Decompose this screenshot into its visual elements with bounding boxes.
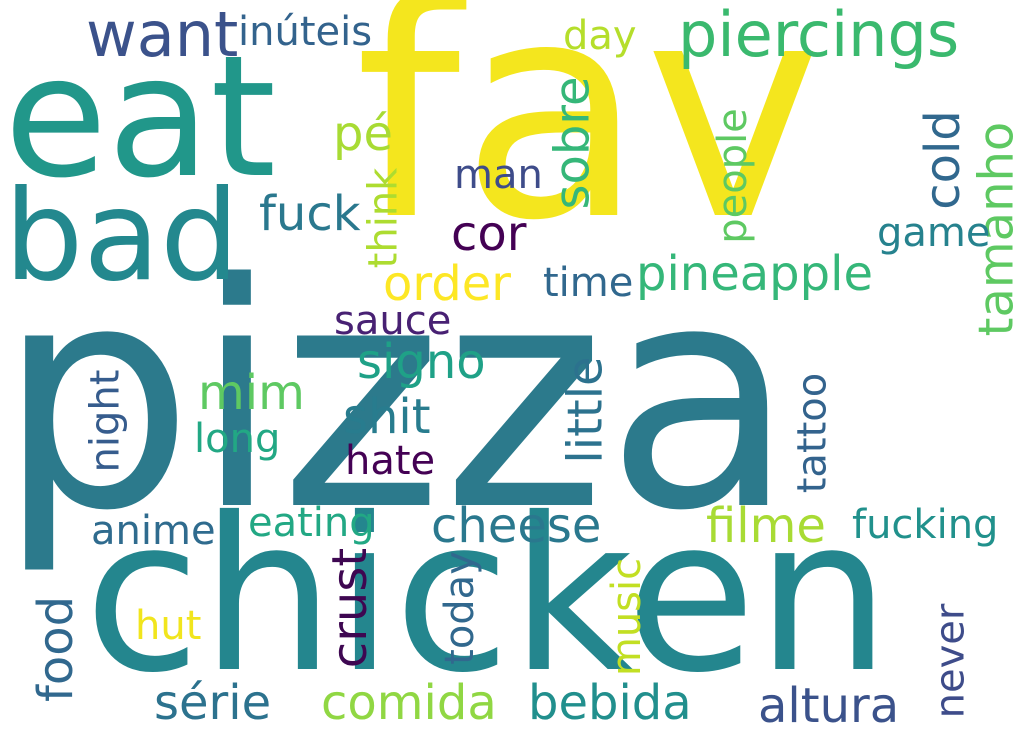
word-cold: cold <box>914 110 971 210</box>
word-inuteis: inúteis <box>238 9 373 55</box>
word-comida: comida <box>321 675 497 731</box>
word-shit: shit <box>343 389 431 445</box>
word-man: man <box>454 152 543 198</box>
word-time: time <box>543 260 634 306</box>
word-filme: filme <box>706 498 826 554</box>
word-fuck: fuck <box>259 186 361 242</box>
word-fucking: fucking <box>852 502 999 548</box>
word-day: day <box>563 13 637 59</box>
word-fav: fav <box>355 0 822 286</box>
word-think: think <box>360 167 407 269</box>
word-eating: eating <box>248 500 375 546</box>
word-long: long <box>194 416 281 462</box>
word-today: today <box>436 551 483 665</box>
word-anime: anime <box>91 508 216 554</box>
word-serie: série <box>154 675 272 731</box>
word-cheese: cheese <box>431 498 602 554</box>
word-order: order <box>383 256 511 312</box>
word-hate: hate <box>345 438 436 484</box>
word-people: people <box>709 108 756 244</box>
word-bebida: bebida <box>528 675 692 731</box>
word-never: never <box>927 603 974 719</box>
word-sauce: sauce <box>334 298 452 344</box>
word-food: food <box>28 595 85 703</box>
word-pe: pé <box>333 106 393 162</box>
word-chicken: chicken <box>84 472 891 719</box>
word-hut: hut <box>135 603 202 649</box>
word-mim: mim <box>198 365 305 421</box>
word-pineapple: pineapple <box>636 246 873 302</box>
word-pizza: pizza <box>0 218 796 579</box>
word-piercings: piercings <box>678 0 960 71</box>
word-eat: eat <box>4 19 277 215</box>
word-tattoo: tattoo <box>789 372 836 494</box>
word-want: want <box>86 0 239 71</box>
word-crust: crust <box>322 547 379 669</box>
word-night: night <box>82 369 129 473</box>
word-cor: cor <box>451 206 527 262</box>
word-game: game <box>877 210 991 256</box>
word-sobre: sobre <box>544 76 601 210</box>
word-altura: altura <box>758 678 900 734</box>
word-signo: signo <box>357 334 486 390</box>
word-bad: bad <box>4 164 240 309</box>
word-music: music <box>604 557 651 677</box>
word-little: little <box>557 356 614 464</box>
